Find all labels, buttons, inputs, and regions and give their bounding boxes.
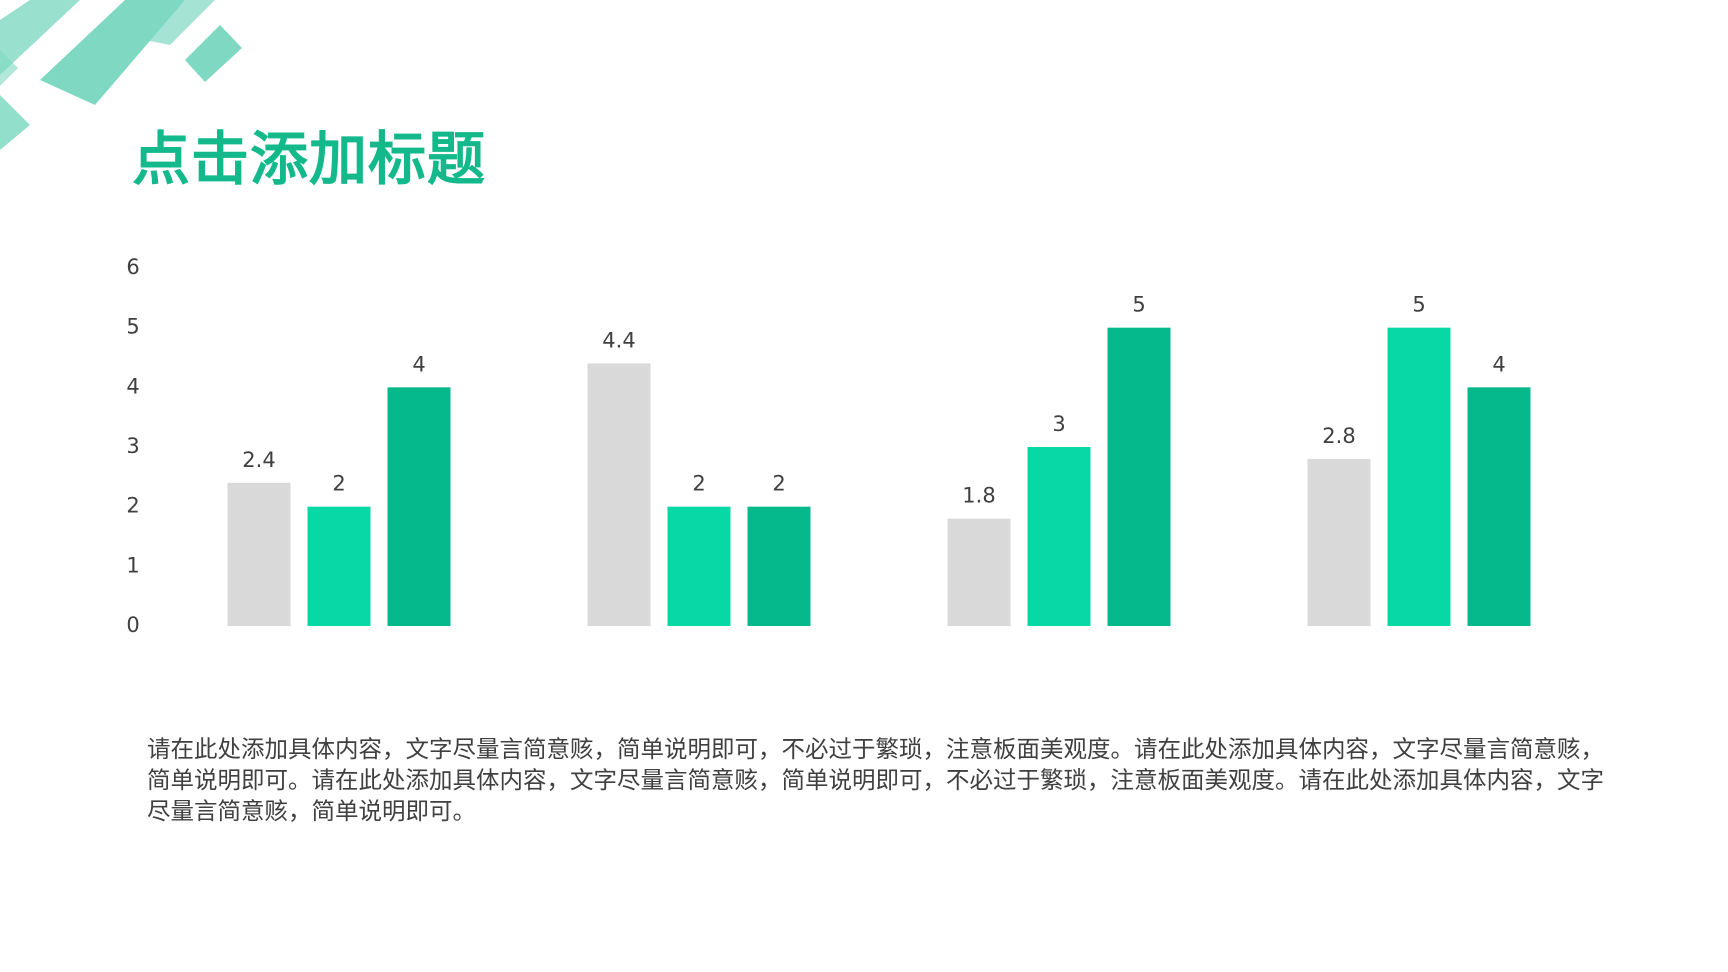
decoration — [0, 0, 242, 150]
data-label: 4 — [412, 352, 425, 376]
data-label: 4.4 — [602, 328, 635, 352]
data-label: 3 — [1052, 412, 1065, 436]
y-tick-label: 1 — [126, 553, 139, 577]
body-text: 请在此处添加具体内容，文字尽量言简意赅，简单说明即可，不必过于繁琐，注意板面美观… — [147, 735, 1604, 825]
bar — [307, 506, 371, 626]
bar — [1467, 387, 1531, 626]
bar — [747, 506, 811, 626]
y-tick-label: 6 — [126, 255, 139, 279]
data-label: 5 — [1412, 293, 1425, 317]
y-tick-label: 2 — [126, 494, 139, 518]
bar — [387, 387, 451, 626]
y-tick-label: 0 — [126, 613, 139, 637]
data-label: 2 — [772, 472, 785, 496]
data-label: 2.8 — [1322, 424, 1355, 448]
bar — [1307, 458, 1371, 626]
bar — [227, 482, 291, 626]
y-tick-label: 3 — [126, 434, 139, 458]
data-label: 2 — [332, 472, 345, 496]
y-tick-label: 4 — [126, 374, 139, 398]
slide-title: 点击添加标题 — [132, 125, 487, 193]
data-label: 2.4 — [242, 448, 275, 472]
data-label: 4 — [1492, 352, 1505, 376]
bar — [667, 506, 731, 626]
data-label: 2 — [692, 472, 705, 496]
bar — [1027, 447, 1091, 626]
bar — [587, 363, 651, 626]
bar — [1387, 327, 1451, 626]
bar — [1107, 327, 1171, 626]
data-label: 1.8 — [962, 484, 995, 508]
bar — [947, 518, 1011, 626]
data-label: 5 — [1132, 293, 1145, 317]
y-tick-label: 5 — [126, 315, 139, 339]
